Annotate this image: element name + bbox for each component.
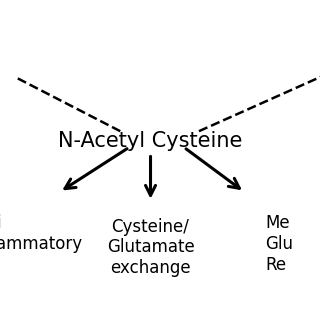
Text: N-Acetyl Cysteine: N-Acetyl Cysteine [58,131,243,151]
Text: Me
Glu
Re: Me Glu Re [266,214,293,274]
Text: Cysteine/
Glutamate
exchange: Cysteine/ Glutamate exchange [107,218,194,277]
Text: i
ammatory: i ammatory [0,214,82,253]
